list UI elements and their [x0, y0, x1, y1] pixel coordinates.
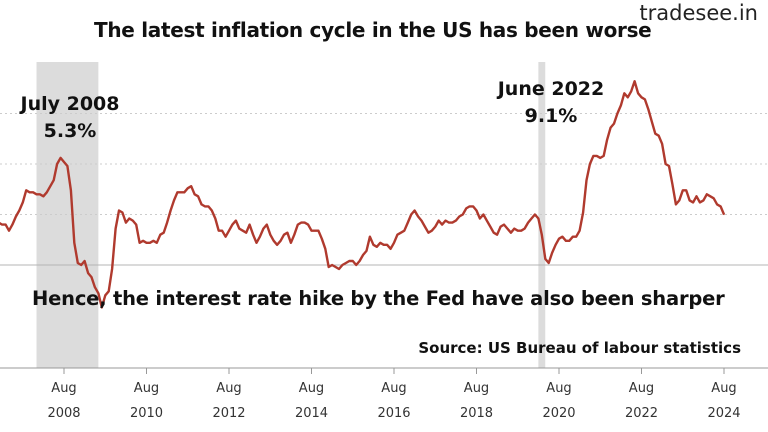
x-tick-year: 2008: [47, 406, 80, 421]
x-tick-year: 2018: [460, 406, 493, 421]
x-tick-month: Aug: [51, 381, 76, 396]
x-tick-month: Aug: [381, 381, 406, 396]
x-tick-month: Aug: [711, 381, 736, 396]
x-tick-year: 2022: [625, 406, 658, 421]
inflation-line: [0, 80, 726, 309]
x-tick-year: 2010: [130, 406, 163, 421]
annotation-period: July 2008: [20, 93, 120, 115]
x-tick-month: Aug: [464, 381, 489, 396]
chart-title: The latest inflation cycle in the US has…: [94, 18, 652, 42]
brand-watermark: tradesee.in: [639, 1, 758, 25]
x-tick-month: Aug: [546, 381, 571, 396]
x-tick-month: Aug: [629, 381, 654, 396]
x-tick-year: 2012: [212, 406, 245, 421]
x-tick-month: Aug: [216, 381, 241, 396]
source-note: Source: US Bureau of labour statistics: [418, 339, 741, 357]
annotation-value: 5.3%: [43, 120, 97, 142]
x-tick-year: 2016: [377, 406, 410, 421]
x-tick-month: Aug: [299, 381, 324, 396]
x-tick-year: 2014: [295, 406, 328, 421]
annotation-period: June 2022: [497, 78, 605, 100]
gridlines: [0, 113, 768, 266]
x-axis-ticks: Aug 2008 Aug 2010 Aug 2012 Aug 2014 Aug 2016 Aug 20…: [47, 368, 741, 421]
chart-subtitle: Hence, the interest rate hike by the Fed…: [32, 287, 725, 310]
annotation-june-2022: June 2022 9.1%: [492, 76, 610, 130]
annotation-july-2008: July 2008 5.3%: [12, 91, 128, 145]
x-tick-year: 2020: [542, 406, 575, 421]
x-tick-year: 2024: [707, 406, 740, 421]
annotation-value: 9.1%: [524, 105, 578, 127]
x-tick-month: Aug: [134, 381, 159, 396]
